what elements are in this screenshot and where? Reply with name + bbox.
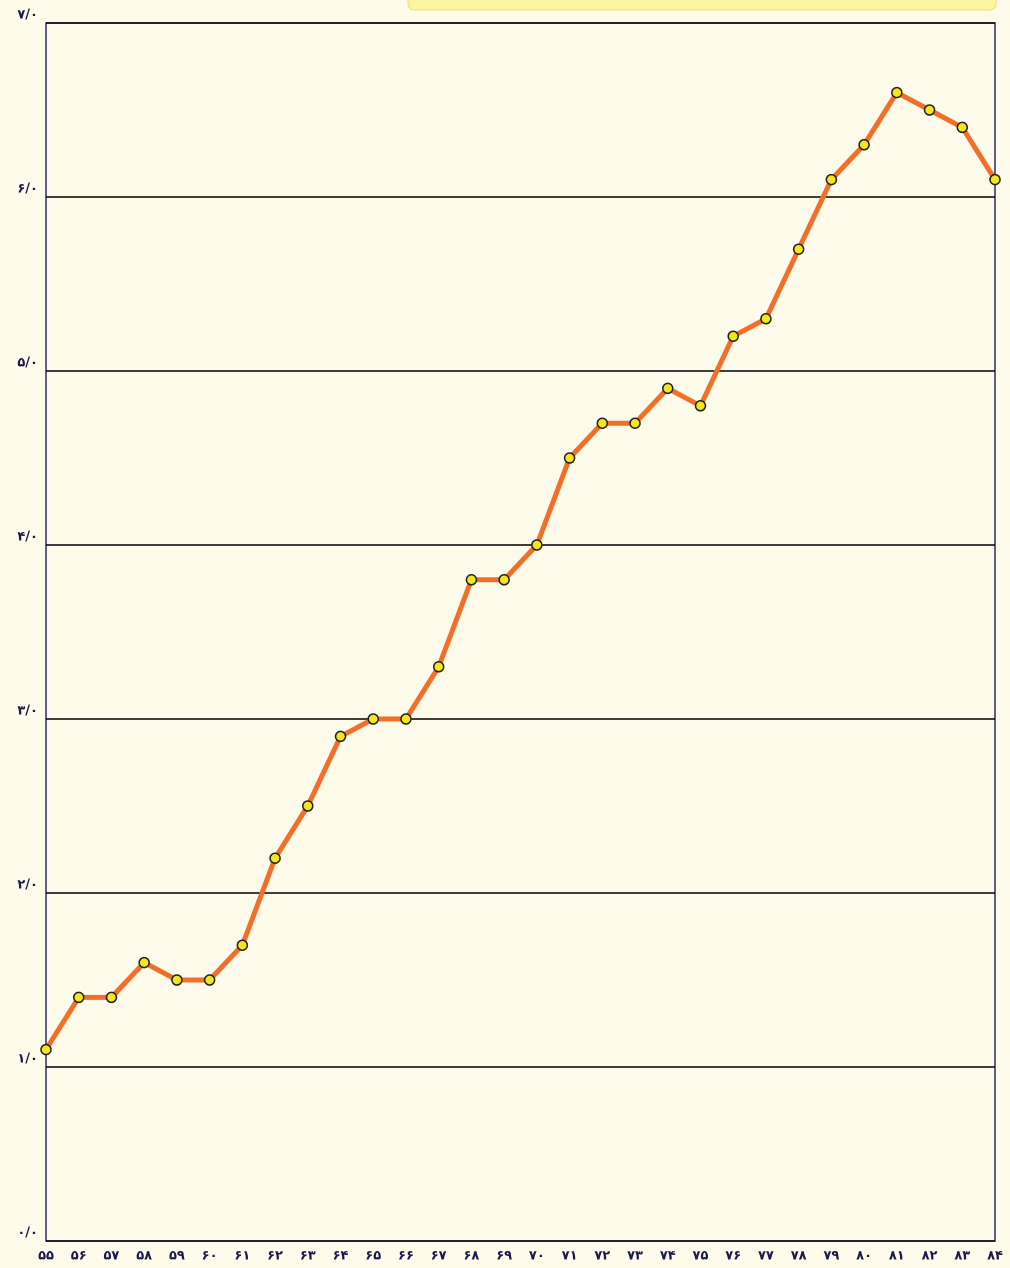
point [269, 852, 281, 864]
point [302, 800, 314, 812]
point [891, 86, 903, 99]
y-tick-label: ۴/۰ [17, 530, 38, 545]
point [760, 313, 772, 325]
x-tick-label: ۵۷ [104, 1249, 120, 1264]
x-tick-label: ۶۴ [333, 1249, 349, 1264]
point [498, 574, 510, 586]
x-tick-label: ۷۳ [627, 1249, 643, 1264]
x-tick-label: ۵۵ [38, 1249, 54, 1264]
x-tick-label: ۷۲ [594, 1249, 610, 1264]
x-tick-label: ۵۶ [71, 1249, 87, 1264]
point [138, 956, 150, 969]
point [72, 991, 85, 1004]
x-tick-label: ۸۴ [987, 1249, 1003, 1264]
x-tick-label: ۶۲ [267, 1249, 283, 1264]
x-tick-label: ۶۸ [463, 1249, 479, 1264]
point [792, 243, 805, 255]
point [662, 382, 674, 395]
point [432, 661, 445, 673]
x-tick-label: ۷۴ [660, 1249, 676, 1264]
x-tick-label: ۸۱ [889, 1249, 905, 1264]
x-tick-label: ۶۹ [496, 1249, 512, 1264]
point [40, 1043, 52, 1056]
point [334, 730, 347, 743]
point [956, 121, 969, 134]
point [171, 974, 183, 986]
point [923, 104, 936, 116]
x-tick-label: ۵۸ [136, 1249, 152, 1264]
x-tick-label: ۸۲ [922, 1249, 938, 1264]
x-tick-label: ۷۸ [791, 1249, 807, 1264]
x-tick-label: ۷۱ [562, 1249, 578, 1264]
y-tick-label: ۱/۰ [17, 1052, 38, 1067]
y-tick-label: ۵/۰ [17, 356, 38, 371]
point [367, 713, 379, 725]
point [400, 713, 412, 725]
x-tick-label: ۶۷ [431, 1249, 447, 1264]
y-tick-label: ۲/۰ [17, 878, 38, 893]
header-box [407, 0, 997, 11]
point [858, 139, 870, 151]
x-tick-label: ۵۹ [169, 1249, 185, 1264]
line [43, 90, 998, 1051]
point [203, 974, 216, 986]
x-tick-label: ۶۶ [398, 1249, 414, 1264]
x-tick-label: ۶۰ [202, 1249, 218, 1264]
point [727, 330, 739, 342]
x-tick-label: ۷۹ [823, 1249, 839, 1264]
y-tick-label: ۰/۰ [17, 1226, 38, 1241]
y-tick-label: ۷/۰ [17, 8, 38, 23]
x-tick-label: ۸۰ [856, 1249, 872, 1264]
x-tick-label: ۷۶ [725, 1249, 741, 1264]
point [596, 417, 609, 429]
x-tick-label: ۸۳ [954, 1249, 970, 1264]
x-tick-label: ۷۵ [693, 1249, 709, 1264]
plot-frame [45, 22, 996, 1242]
point [465, 574, 478, 586]
x-tick-label: ۶۳ [300, 1249, 316, 1264]
x-tick-label: ۶۱ [234, 1249, 250, 1264]
point [989, 173, 1001, 186]
x-tick-label: ۷۷ [758, 1249, 774, 1264]
point [563, 452, 576, 464]
x-tick-label: ۶۵ [365, 1249, 381, 1264]
point [531, 539, 543, 551]
point [629, 417, 641, 429]
point [694, 400, 707, 412]
y-tick-label: ۳/۰ [17, 704, 38, 719]
point [105, 991, 118, 1004]
point [236, 939, 249, 951]
x-tick-label: ۷۰ [529, 1249, 545, 1264]
y-tick-label: ۶/۰ [17, 182, 38, 197]
point [825, 173, 838, 186]
